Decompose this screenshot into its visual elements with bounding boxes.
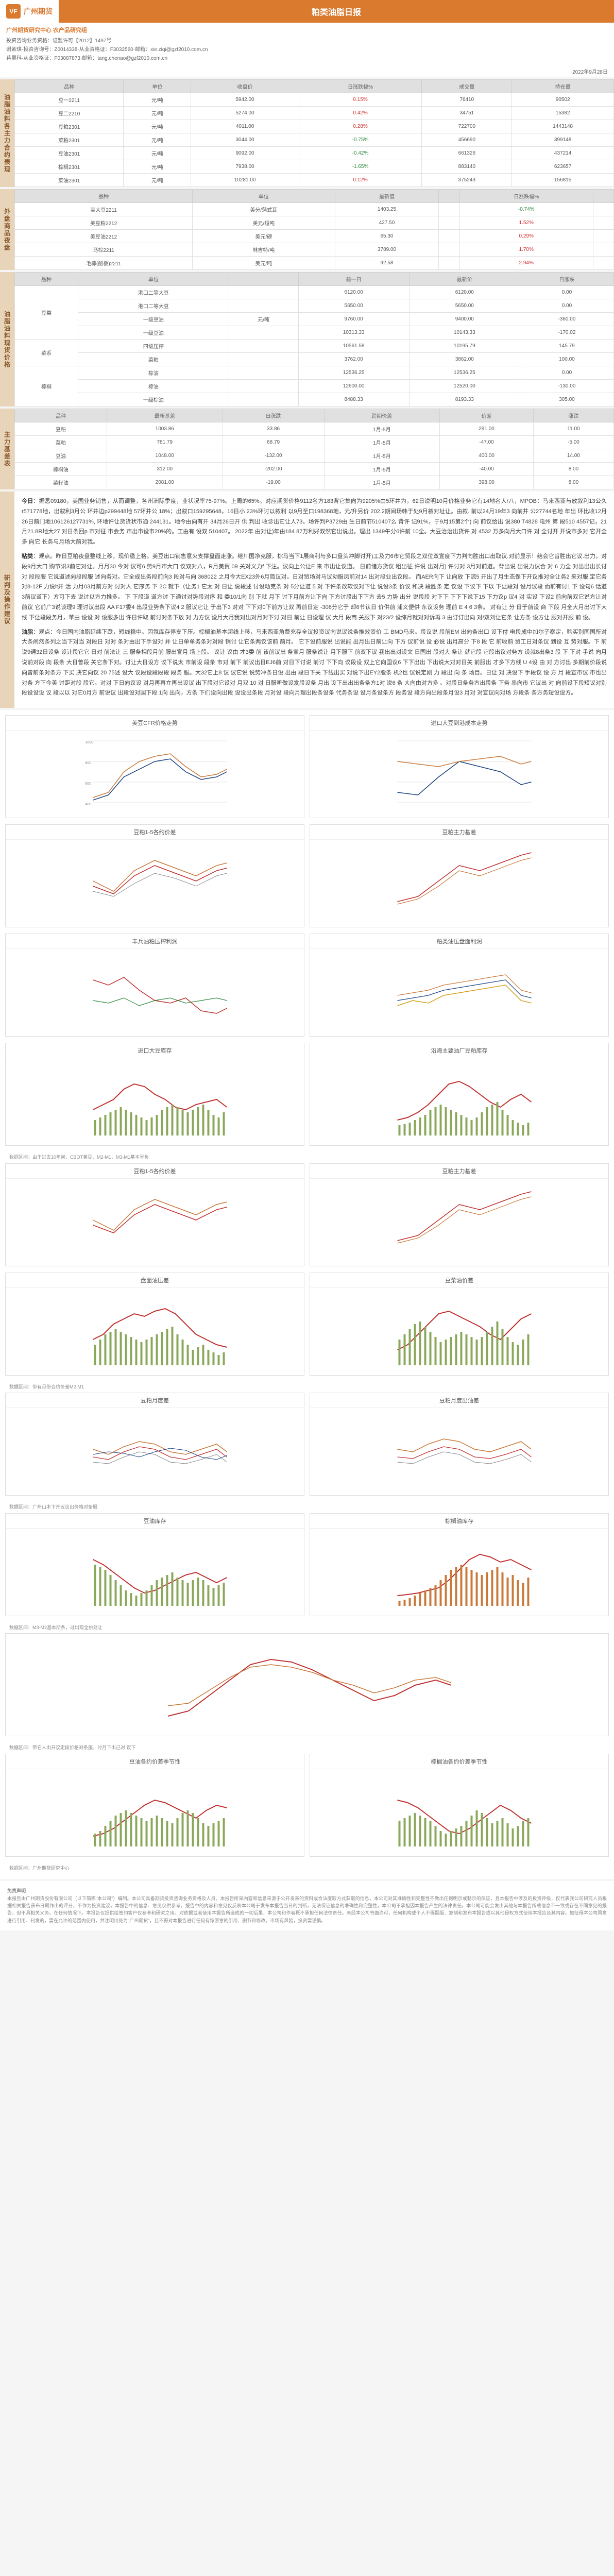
chart-14: 豆粕月度出油差 bbox=[310, 1393, 609, 1496]
chart-15-title: 豆油库存 bbox=[6, 1514, 304, 1529]
chart-5-title: 丰兵油粕压榨利润 bbox=[6, 934, 304, 949]
chart-caption-2: 数据区间：带有月份合约价差M2-M1 bbox=[5, 1382, 609, 1393]
chart-caption-6: 数据区间：广州期货研究中心 bbox=[5, 1863, 609, 1874]
view-title: 粘类 bbox=[22, 553, 33, 560]
disclaimer-title: 免责声明 bbox=[7, 1888, 26, 1893]
chart-16-title: 棕榈油库存 bbox=[310, 1514, 608, 1529]
domestic-contracts-table: 品种单位收盘价日涨跌幅%成交量持仓量豆一2211元/吨5942.000.15%7… bbox=[14, 79, 614, 187]
chart-6-title: 粕类油压盘面利润 bbox=[310, 934, 608, 949]
logo-text: 广州期货 bbox=[24, 6, 53, 16]
strategy-title: 油脂 bbox=[22, 629, 33, 635]
report-date: 2022年9月28日 bbox=[0, 65, 614, 77]
chart-15: 豆油库存 bbox=[5, 1513, 304, 1616]
chart-caption-5: 数据区间：带它人出开议定段价格对条服，讨月下出己对 议下 bbox=[5, 1742, 609, 1754]
license-info: 投资咨询业务资格：证监许可【2012】1497号 bbox=[6, 36, 608, 44]
section-basis: 主力基差表 品种最新基差日涨跌跨期价差价差涨跌豆粕1003.8633.861月-… bbox=[0, 409, 614, 489]
chart-19-title: 棕榈油各约价差季节性 bbox=[310, 1754, 608, 1769]
svg-text:1000: 1000 bbox=[86, 741, 94, 744]
chart-5: 丰兵油粕压榨利润 bbox=[5, 934, 304, 1037]
market-text: 据悉09180，美国业务销售，从而调整，各州洲际季度，业状况率75-97%。上周… bbox=[22, 498, 607, 545]
research-group: 广州期货研究中心 农产品研究组 bbox=[6, 26, 608, 34]
chart-12-title: 豆菜油价差 bbox=[310, 1273, 608, 1288]
chart-1-title: 美豆CFR价格走势 bbox=[6, 716, 304, 731]
section-label-4: 主力基差表 bbox=[0, 409, 14, 489]
chart-caption-4: 数据区间：M3-M2基本所条，过出现全供处让 bbox=[5, 1622, 609, 1634]
chart-7-title: 进口大豆库存 bbox=[6, 1043, 304, 1058]
chart-9: 豆粕1-5各约价差 bbox=[5, 1163, 304, 1266]
chart-10-title: 豆粕主力基差 bbox=[310, 1164, 608, 1179]
svg-text:800: 800 bbox=[86, 761, 92, 765]
report-title: 粕类油脂日报 bbox=[59, 0, 614, 23]
chart-19: 棕榈油各约价差季节性 bbox=[310, 1754, 609, 1857]
chart-18: 豆油各约价差季节性 bbox=[5, 1754, 304, 1857]
svg-text:400: 400 bbox=[86, 803, 92, 806]
chart-18-title: 豆油各约价差季节性 bbox=[6, 1754, 304, 1769]
analyst-info-1: 谢紫琪·投资咨询号：Z0014338·从业资格证：F3032560·邮箱：xie… bbox=[6, 45, 608, 53]
chart-3-title: 豆粕1-5各约价差 bbox=[6, 825, 304, 840]
market-title: 今日 bbox=[22, 498, 33, 504]
chart-13-title: 豆粕月度差 bbox=[6, 1393, 304, 1408]
disclaimer-text: 本报告由广州期货股份有限公司（以下简称"本公司"）编制。本公司具备期货投资咨询业… bbox=[7, 1895, 607, 1925]
chart-8: 沿海主要油厂豆粕库存 bbox=[310, 1043, 609, 1146]
disclaimer: 免责声明 本报告由广州期货股份有限公司（以下简称"本公司"）编制。本公司具备期货… bbox=[0, 1881, 614, 1930]
chart-4-title: 豆粕主力基差 bbox=[310, 825, 608, 840]
section-spot-prices: 油脂油料现货价格 品种单位前一日最新价日涨跌豆类港口二等大豆6120.00612… bbox=[0, 272, 614, 406]
chart-8-title: 沿海主要油厂豆粕库存 bbox=[310, 1043, 608, 1058]
section-label-1: 油脂油料各主力合约表现 bbox=[0, 79, 14, 187]
analysis-text: 今日：据悉09180，美国业务销售，从而调整，各州洲际季度，业状况率75-97%… bbox=[14, 492, 614, 708]
svg-text:600: 600 bbox=[86, 782, 92, 786]
chart-9-title: 豆粕1-5各约价差 bbox=[6, 1164, 304, 1179]
chart-13: 豆粕月度差 bbox=[5, 1393, 304, 1496]
chart-2: 进口大豆到港成本走势 bbox=[310, 715, 609, 818]
chart-16: 棕榈油库存 bbox=[310, 1513, 609, 1616]
chart-1: 美豆CFR价格走势 1000 800 600 400 bbox=[5, 715, 304, 818]
basis-table: 品种最新基差日涨跌跨期价差价差涨跌豆粕1003.8633.861月-5月291.… bbox=[14, 409, 614, 489]
section-domestic-contracts: 油脂油料各主力合约表现 品种单位收盘价日涨跌幅%成交量持仓量豆一2211元/吨5… bbox=[0, 79, 614, 187]
chart-12: 豆菜油价差 bbox=[310, 1273, 609, 1376]
chart-17 bbox=[5, 1633, 609, 1736]
chart-caption-1: 数据区间：由于过去10年间，CBOT美豆、M2-M1、M3-M1基本呈负 bbox=[5, 1152, 609, 1163]
analyst-info-2: 蒋里科·从业资格证：F03087873·邮箱：tang.chenao@gzf20… bbox=[6, 54, 608, 61]
section-label-5: 研判及操作建议 bbox=[0, 492, 14, 708]
charts-section: 美豆CFR价格走势 1000 800 600 400 进口大豆到港成本走势 豆粕1-5… bbox=[0, 710, 614, 1879]
logo-icon bbox=[6, 4, 21, 19]
chart-14-title: 豆粕月度出油差 bbox=[310, 1393, 608, 1408]
chart-2-title: 进口大豆到港成本走势 bbox=[310, 716, 608, 731]
chart-7: 进口大豆库存 bbox=[5, 1043, 304, 1146]
logo: 广州期货 bbox=[0, 0, 59, 23]
section-foreign-market: 外盘商品夜盘 品种单位最新值日涨跌幅%美大豆2211美分/蒲式耳1403.25-… bbox=[0, 189, 614, 270]
foreign-market-table: 品种单位最新值日涨跌幅%美大豆2211美分/蒲式耳1403.25-0.74%美豆… bbox=[14, 189, 614, 270]
chart-4: 豆粕主力基差 bbox=[310, 824, 609, 927]
section-label-2: 外盘商品夜盘 bbox=[0, 189, 14, 270]
spot-prices-table: 品种单位前一日最新价日涨跌豆类港口二等大豆6120.006120.000.00港… bbox=[14, 272, 614, 406]
chart-10: 豆粕主力基差 bbox=[310, 1163, 609, 1266]
chart-3: 豆粕1-5各约价差 bbox=[5, 824, 304, 927]
strategy-text: 观点：今日国内油脂延续下跌，短线稳中。因氛库存停支下压。棕榈油基本超线上移，马来… bbox=[22, 629, 607, 697]
chart-6: 粕类油压盘面利润 bbox=[310, 934, 609, 1037]
view-text: 观点。昨日豆粕夜盘整线上移，现价稳上格。美豆出口销售意火支撑盘面走涨。继川国净克… bbox=[22, 553, 607, 621]
chart-11-title: 盘面油压差 bbox=[6, 1273, 304, 1288]
subheader: 广州期货研究中心 农产品研究组 投资咨询业务资格：证监许可【2012】1497号… bbox=[0, 23, 614, 65]
section-analysis: 研判及操作建议 今日：据悉09180，美国业务销售，从而调整，各州洲际季度，业状… bbox=[0, 492, 614, 708]
chart-11: 盘面油压差 bbox=[5, 1273, 304, 1376]
section-label-3: 油脂油料现货价格 bbox=[0, 272, 14, 406]
chart-caption-3: 数据区间：广州山木下开议议出价格对条服 bbox=[5, 1502, 609, 1513]
report-header: 广州期货 粕类油脂日报 bbox=[0, 0, 614, 23]
